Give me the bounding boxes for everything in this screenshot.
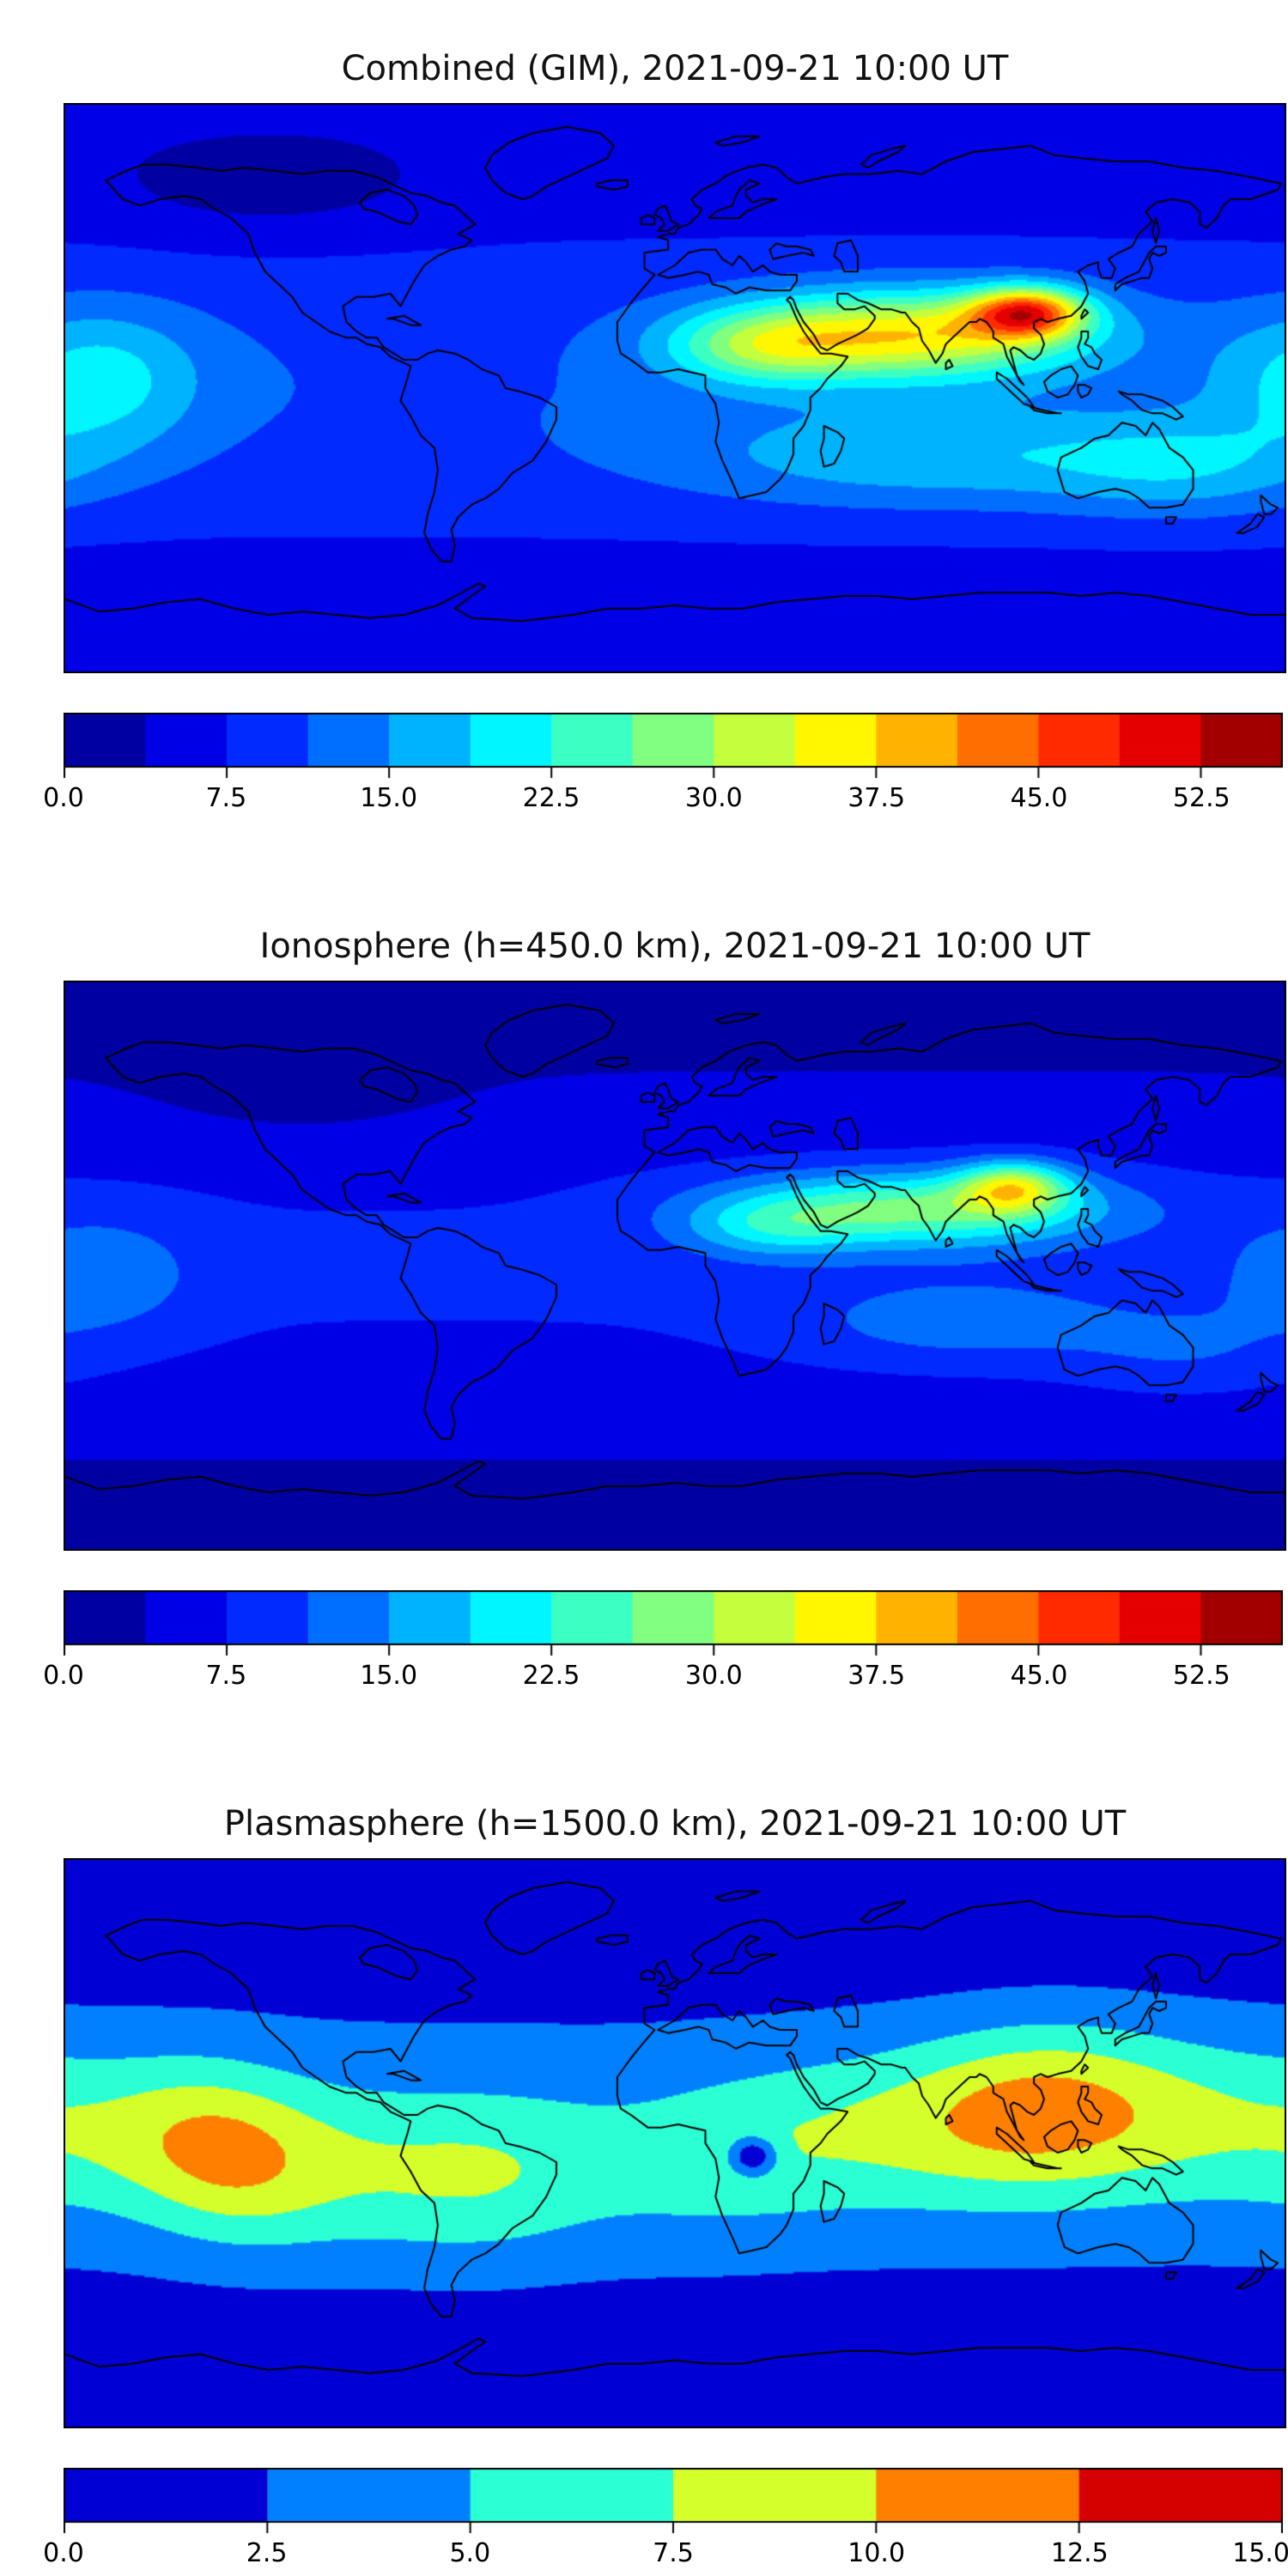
colorbar-tick-label: 7.5 [205, 1661, 247, 1691]
panel-title-plasmasphere: Plasmasphere (h=1500.0 km), 2021-09-21 1… [223, 1804, 1127, 1844]
map-wrap-ionosphere: 0.0 7.5 15.0 22.5 30.0 37.5 45.0 52.5 [43, 981, 1286, 1695]
colorbar-tick-label: 22.5 [522, 783, 580, 813]
colorbar-tick-label: 0.0 [43, 2538, 84, 2568]
colorbar-tick-label: 12.5 [1050, 2538, 1109, 2568]
colorbar-tick-label: 15.0 [360, 1661, 418, 1691]
colorbar-canvas-combined [64, 713, 1283, 780]
colorbar-tick-labels-plasmasphere: 0.0 2.5 5.0 7.5 10.0 12.5 15.0 [43, 2538, 1288, 2573]
colorbar-tick-label: 10.0 [848, 2538, 906, 2568]
colorbar-tick-labels-ionosphere: 0.0 7.5 15.0 22.5 30.0 37.5 45.0 52.5 [43, 1661, 1283, 1695]
colorbar-tick-label: 30.0 [684, 783, 743, 813]
colorbar-tick-label: 45.0 [1010, 1661, 1068, 1691]
colorbar-tick-label: 7.5 [653, 2538, 694, 2568]
colorbar-tick-label: 5.0 [449, 2538, 491, 2568]
panel-plasmasphere: Plasmasphere (h=1500.0 km), 2021-09-21 1… [0, 1803, 1288, 2573]
colorbar-tick-label: 45.0 [1010, 783, 1068, 813]
colorbar-tick-label: 0.0 [43, 1661, 84, 1691]
map-wrap-combined: 0.0 7.5 15.0 22.5 30.0 37.5 45.0 52.5 [43, 103, 1286, 817]
colorbar-tick-label: 2.5 [246, 2538, 288, 2568]
colorbar-tick-label: 7.5 [205, 783, 247, 813]
colorbar-tick-label: 52.5 [1172, 1661, 1230, 1691]
colorbar-tick-label: 52.5 [1172, 783, 1230, 813]
colorbar-tick-label: 15.0 [360, 783, 418, 813]
world-map-canvas-plasmasphere [64, 1858, 1286, 2428]
panel-title-combined: Combined (GIM), 2021-09-21 10:00 UT [341, 49, 1009, 88]
colorbar-tick-label: 37.5 [848, 1661, 906, 1691]
world-map-canvas-combined [64, 103, 1286, 673]
colorbar-tick-labels-combined: 0.0 7.5 15.0 22.5 30.0 37.5 45.0 52.5 [43, 783, 1283, 817]
colorbar-tick-label: 37.5 [848, 783, 906, 813]
colorbar-canvas-plasmasphere [64, 2468, 1283, 2535]
colorbar-canvas-ionosphere [64, 1590, 1283, 1657]
colorbar-tick-label: 0.0 [43, 783, 84, 813]
colorbar-tick-label: 22.5 [522, 1661, 580, 1691]
colorbar-tick-label: 15.0 [1232, 2538, 1288, 2568]
world-map-canvas-ionosphere [64, 981, 1286, 1551]
panel-ionosphere: Ionosphere (h=450.0 km), 2021-09-21 10:0… [0, 926, 1288, 1695]
panel-title-ionosphere: Ionosphere (h=450.0 km), 2021-09-21 10:0… [259, 927, 1091, 966]
colorbar-tick-label: 30.0 [684, 1661, 743, 1691]
map-wrap-plasmasphere: 0.0 2.5 5.0 7.5 10.0 12.5 15.0 [43, 1858, 1288, 2573]
panel-combined: Combined (GIM), 2021-09-21 10:00 UT 0.0 7… [0, 48, 1288, 817]
